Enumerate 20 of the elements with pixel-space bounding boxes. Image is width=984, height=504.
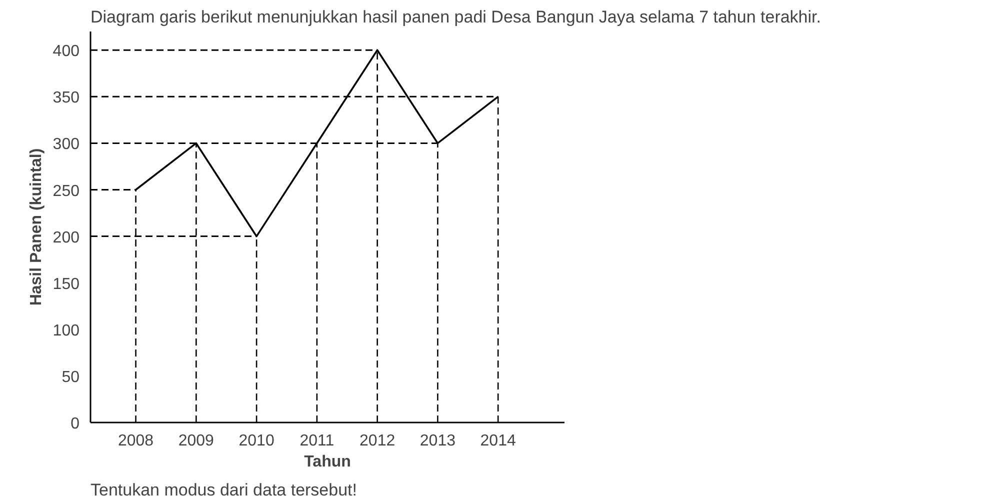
y-tick-label: 350 bbox=[52, 90, 80, 107]
x-axis-title: Tahun bbox=[304, 454, 351, 470]
y-tick-label: 100 bbox=[52, 322, 80, 340]
y-tick-label: 200 bbox=[52, 229, 80, 246]
y-axis-title: Hasil Panen (kuintal) bbox=[28, 148, 45, 306]
y-tick-label: 0 bbox=[70, 416, 80, 432]
x-tick-label: 2008 bbox=[118, 432, 154, 450]
y-tick-label: 50 bbox=[62, 368, 80, 386]
x-tick-label: 2011 bbox=[300, 432, 334, 450]
x-tick-label: 2010 bbox=[238, 432, 274, 450]
y-tick-label: 400 bbox=[52, 43, 80, 60]
text: Tentukan modus dari data tersebut! bbox=[90, 480, 357, 500]
y-tick-label: 300 bbox=[52, 136, 80, 154]
x-tick-label: 2012 bbox=[360, 432, 396, 450]
x-tick-label: 2013 bbox=[420, 432, 456, 450]
x-tick-label: 2014 bbox=[480, 432, 516, 450]
x-tick-label: 2009 bbox=[178, 432, 214, 450]
y-tick-label: 150 bbox=[52, 276, 80, 293]
y-tick-label: 250 bbox=[52, 182, 80, 200]
chart-title: Diagram garis berikut menunjukkan hasil panen padi Desa Bangun Jaya selama 7 tahun terakhir. bbox=[90, 8, 821, 26]
